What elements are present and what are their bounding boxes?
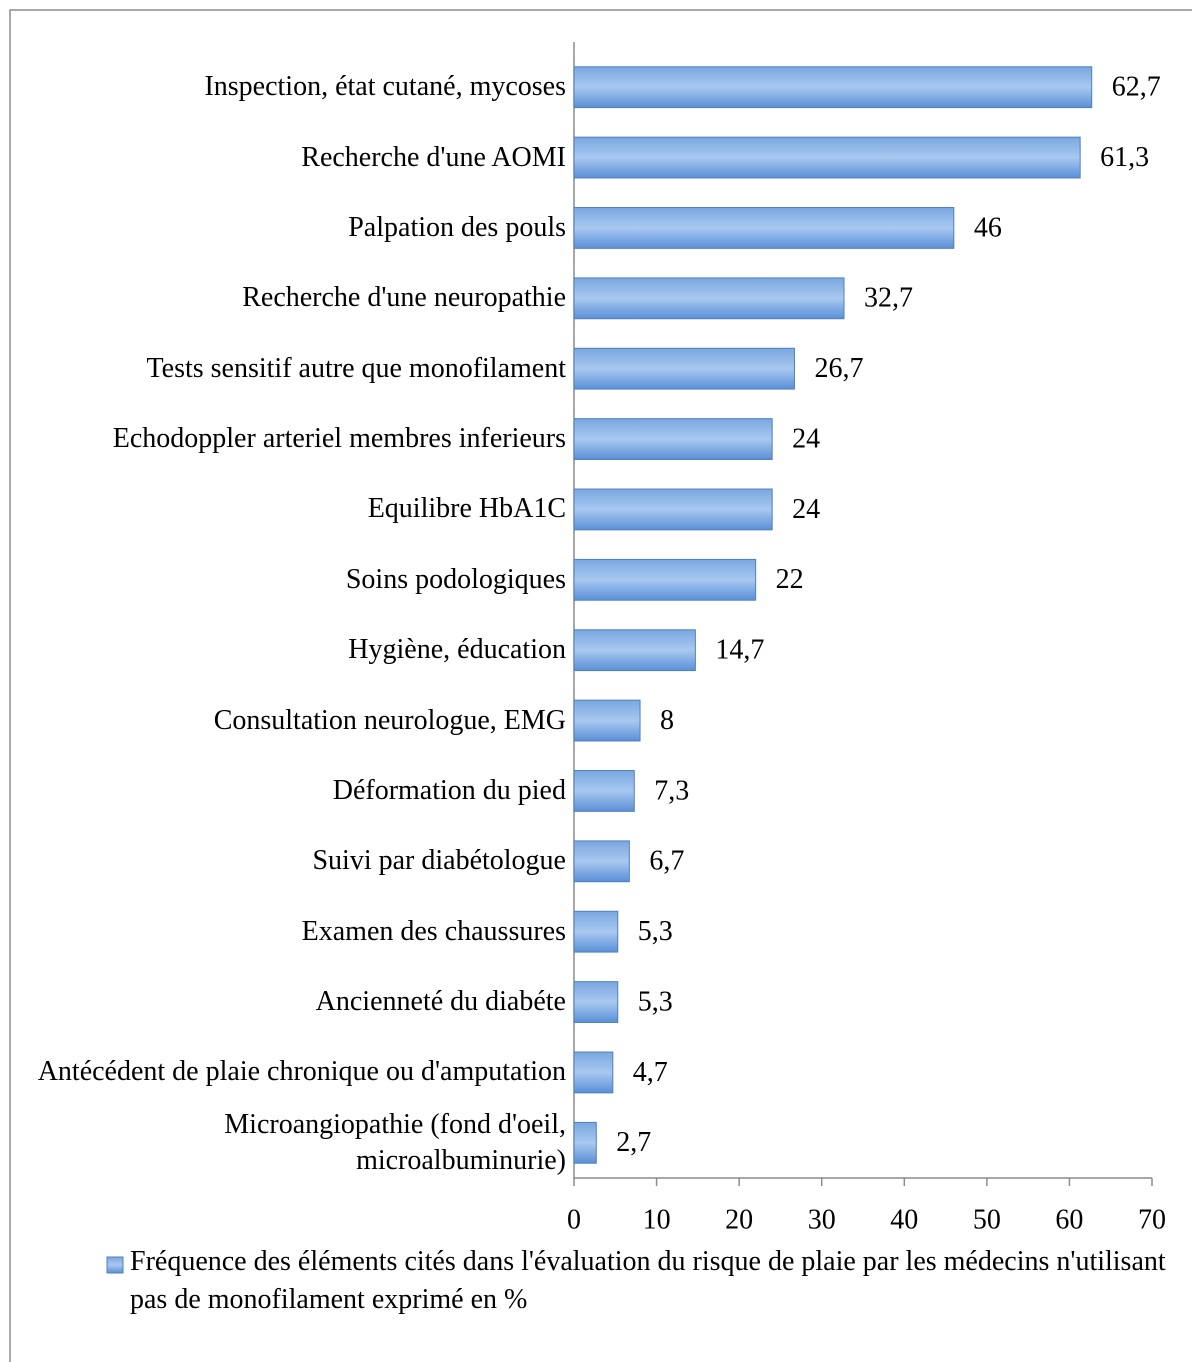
data-label: 62,7 xyxy=(1112,72,1161,103)
category-label-box: Ancienneté du diabéte xyxy=(315,986,566,1018)
y-tick-label: Palpation des pouls xyxy=(348,211,566,243)
data-label: 24 xyxy=(792,423,820,454)
category-label-box: Hygiène, éducation xyxy=(348,634,566,666)
category-label-box: Examen des chaussures xyxy=(301,915,566,947)
y-tick-label: Hygiène, éducation xyxy=(348,634,566,666)
legend-box: Fréquence des éléments cités dans l'éval… xyxy=(130,1246,1166,1315)
bar xyxy=(573,136,1081,179)
y-tick-label: Recherche d'une neuropathie xyxy=(242,282,566,314)
category-label-box: Echodoppler arteriel membres inferieurs xyxy=(112,423,566,455)
data-label: 14,7 xyxy=(715,635,764,666)
category-label-box: Microangiopathie (fond d'oeil, microalbu… xyxy=(224,1108,566,1176)
bar xyxy=(573,699,641,742)
data-label: 2,7 xyxy=(616,1127,651,1158)
legend-swatch xyxy=(106,1256,124,1274)
x-tick-label: 40 xyxy=(890,1204,918,1235)
data-label: 5,3 xyxy=(638,916,673,947)
data-label: 5,3 xyxy=(638,986,673,1017)
bar xyxy=(573,840,630,883)
y-tick-label: Consultation neurologue, EMG xyxy=(213,704,566,736)
data-label: 32,7 xyxy=(864,283,913,314)
y-tick-label: Déformation du pied xyxy=(332,774,566,806)
data-label: 26,7 xyxy=(814,353,863,384)
y-tick-label: Soins podologiques xyxy=(345,563,566,595)
bar xyxy=(573,277,845,320)
bar xyxy=(573,981,619,1023)
bar xyxy=(573,66,1093,109)
category-label-box: Antécédent de plaie chronique ou d'amput… xyxy=(37,1056,566,1088)
category-label-box: Déformation du pied xyxy=(332,774,566,806)
y-tick-label: Antécédent de plaie chronique ou d'amput… xyxy=(37,1056,566,1088)
data-label: 8 xyxy=(660,705,674,736)
x-tick-label: 70 xyxy=(1138,1204,1166,1235)
category-label-box: Inspection, état cutané, mycoses xyxy=(204,71,566,103)
data-label: 24 xyxy=(792,494,820,525)
category-label-box: Recherche d'une neuropathie xyxy=(242,282,566,314)
y-tick-label: Ancienneté du diabéte xyxy=(315,986,566,1018)
category-label-box: Consultation neurologue, EMG xyxy=(213,704,566,736)
bar xyxy=(573,1121,597,1164)
x-tick-label: 0 xyxy=(567,1204,581,1235)
y-tick-label: Suivi par diabétologue xyxy=(312,845,566,877)
bar xyxy=(573,1051,614,1094)
x-tick-label: 50 xyxy=(973,1204,1001,1235)
x-tick-label: 30 xyxy=(808,1204,836,1235)
data-label: 46 xyxy=(974,212,1002,243)
bar xyxy=(573,770,635,812)
x-tick-label: 20 xyxy=(725,1204,753,1235)
data-label: 61,3 xyxy=(1100,142,1149,173)
category-label-box: Soins podologiques xyxy=(345,563,566,595)
bar xyxy=(573,488,773,531)
data-label: 6,7 xyxy=(649,846,684,877)
bar xyxy=(573,629,696,672)
bar xyxy=(573,347,795,390)
bar xyxy=(573,558,757,601)
y-tick-label: Equilibre HbA1C xyxy=(367,493,566,525)
data-label: 4,7 xyxy=(633,1057,668,1088)
category-label-box: Recherche d'une AOMI xyxy=(301,141,566,173)
category-label-box: Palpation des pouls xyxy=(348,211,566,243)
y-tick-label: Inspection, état cutané, mycoses xyxy=(204,71,566,103)
x-tick-label: 10 xyxy=(643,1204,671,1235)
y-tick-label: Tests sensitif autre que monofilament xyxy=(146,352,567,384)
y-tick-label: Echodoppler arteriel membres inferieurs xyxy=(112,423,566,455)
bar xyxy=(573,418,773,460)
chart-border xyxy=(9,9,1192,1362)
bar xyxy=(573,910,619,953)
y-tick-label: Examen des chaussures xyxy=(301,915,566,947)
data-label: 7,3 xyxy=(654,775,689,806)
bar xyxy=(573,207,955,249)
category-label-box: Suivi par diabétologue xyxy=(312,845,566,877)
x-tick-label: 60 xyxy=(1055,1204,1083,1235)
y-tick-label: Microangiopathie (fond d'oeil, microalbu… xyxy=(224,1108,566,1176)
category-label-box: Equilibre HbA1C xyxy=(367,493,566,525)
legend-label: Fréquence des éléments cités dans l'éval… xyxy=(130,1246,1166,1315)
y-tick-label: Recherche d'une AOMI xyxy=(301,141,566,173)
category-label-box: Tests sensitif autre que monofilament xyxy=(146,352,567,384)
data-label: 22 xyxy=(776,564,804,595)
